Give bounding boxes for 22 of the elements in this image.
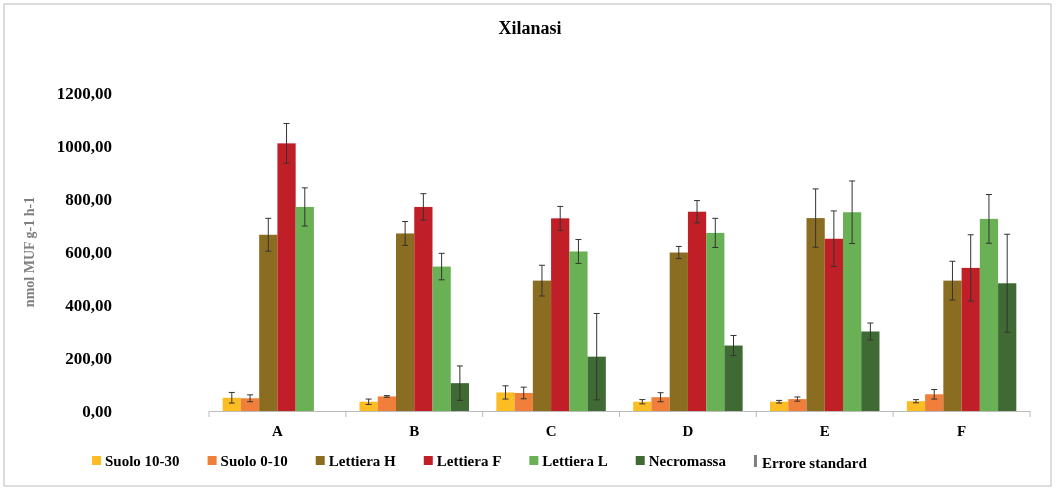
y-tick-label: 400,00 (65, 295, 112, 315)
legend-label: Suolo 0-10 (220, 453, 288, 469)
y-tick-label: 1200,00 (56, 83, 112, 103)
x-tick-label: C (545, 422, 557, 439)
x-tick-label: F (957, 422, 967, 439)
legend-label: Suolo 10-30 (105, 453, 180, 469)
y-tick-label: 800,00 (65, 189, 112, 209)
y-tick-label: 600,00 (65, 242, 112, 262)
y-tick-label: 0,00 (82, 401, 112, 421)
legend-label: Lettiera H (328, 453, 397, 469)
text: Errore standard (761, 455, 868, 471)
legend-label: Lettiera L (542, 453, 608, 469)
legend-label: Lettiera F (436, 453, 502, 469)
legend-label: Necromassa (648, 453, 727, 469)
x-tick-label: B (409, 422, 420, 439)
x-tick-label: D (682, 422, 694, 439)
x-tick-label: A (271, 422, 283, 439)
x-tick-label: E (819, 422, 830, 439)
y-axis-title: nmol MUF g-1 h-1 (22, 196, 37, 308)
y-tick-label: 200,00 (65, 348, 112, 368)
y-tick-label: 1000,00 (56, 136, 112, 156)
chart-title: Xilanasi (498, 18, 562, 38)
